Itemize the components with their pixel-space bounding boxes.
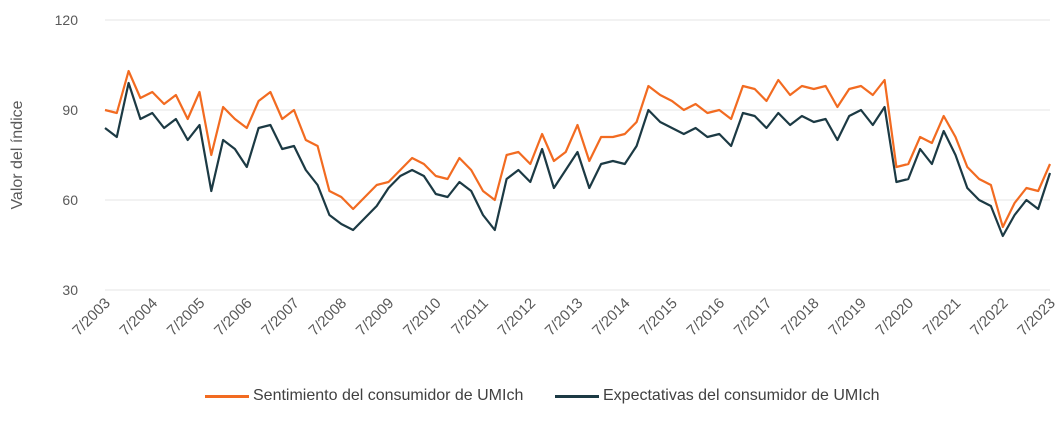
x-tick-label: 7/2023: [1014, 295, 1058, 339]
legend-label: Expectativas del consumidor de UMIch: [603, 387, 880, 404]
legend-swatch: [555, 395, 599, 398]
legend-label: Sentimiento del consumidor de UMIch: [253, 387, 524, 404]
x-tick-label: 7/2005: [164, 295, 208, 339]
x-tick-label: 7/2007: [258, 295, 302, 339]
y-tick-label: 90: [62, 102, 78, 118]
legend-item: Expectativas del consumidor de UMIch: [555, 386, 893, 405]
x-tick-label: 7/2014: [589, 295, 633, 339]
x-tick-label: 7/2006: [211, 295, 255, 339]
x-tick-label: 7/2013: [542, 295, 586, 339]
x-tick-label: 7/2004: [117, 295, 161, 339]
x-tick-label: 7/2017: [731, 295, 775, 339]
series-line: [104, 69, 1052, 229]
y-axis-title: Valor del índice: [9, 100, 26, 209]
x-tick-label: 7/2022: [967, 295, 1011, 339]
x-tick-label: 7/2012: [495, 295, 539, 339]
y-tick-label: 30: [62, 282, 78, 298]
legend-swatch: [205, 395, 249, 398]
series-line: [104, 81, 1052, 238]
x-tick-label: 7/2019: [825, 295, 869, 339]
x-tick-label: 7/2020: [873, 295, 917, 339]
x-tick-label: 7/2011: [448, 295, 492, 339]
x-tick-label: 7/2010: [400, 295, 444, 339]
y-tick-label: 120: [55, 12, 79, 28]
x-tick-label: 7/2016: [684, 295, 728, 339]
x-tick-label: 7/2018: [778, 295, 822, 339]
y-tick-label: 60: [62, 192, 78, 208]
legend-item: Sentimiento del consumidor de UMIch: [205, 386, 543, 405]
x-tick-label: 7/2009: [353, 295, 397, 339]
x-tick-label: 7/2015: [636, 295, 680, 339]
x-tick-label: 7/2003: [69, 295, 113, 339]
x-tick-label: 7/2021: [920, 295, 964, 339]
x-tick-label: 7/2008: [306, 295, 350, 339]
